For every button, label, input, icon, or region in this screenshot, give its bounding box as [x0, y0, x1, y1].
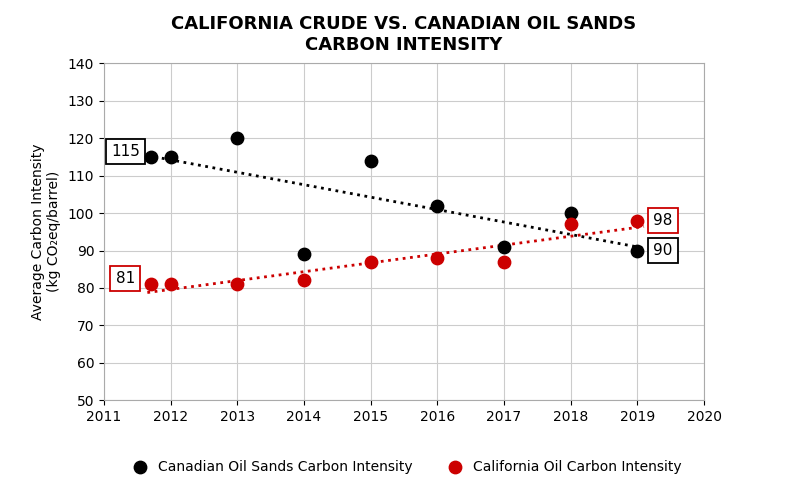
- Y-axis label: Average Carbon Intensity
(kg CO₂eq/barrel): Average Carbon Intensity (kg CO₂eq/barre…: [30, 143, 61, 320]
- Canadian Oil Sands Carbon Intensity: [364, 157, 377, 164]
- Canadian Oil Sands Carbon Intensity: [631, 246, 644, 254]
- Canadian Oil Sands Carbon Intensity: [144, 153, 157, 161]
- Canadian Oil Sands Carbon Intensity: [231, 134, 244, 142]
- California Oil Carbon Intensity: [564, 221, 577, 228]
- California Oil Carbon Intensity: [631, 217, 644, 224]
- California Oil Carbon Intensity: [231, 280, 244, 288]
- Canadian Oil Sands Carbon Intensity: [164, 153, 177, 161]
- Text: 98: 98: [653, 213, 672, 228]
- Canadian Oil Sands Carbon Intensity: [298, 250, 310, 258]
- Canadian Oil Sands Carbon Intensity: [431, 202, 444, 209]
- Canadian Oil Sands Carbon Intensity: [564, 209, 577, 217]
- Text: 90: 90: [653, 243, 672, 258]
- Title: CALIFORNIA CRUDE VS. CANADIAN OIL SANDS
CARBON INTENSITY: CALIFORNIA CRUDE VS. CANADIAN OIL SANDS …: [171, 15, 637, 54]
- California Oil Carbon Intensity: [164, 280, 177, 288]
- California Oil Carbon Intensity: [364, 258, 377, 265]
- Legend: Canadian Oil Sands Carbon Intensity, California Oil Carbon Intensity: Canadian Oil Sands Carbon Intensity, Cal…: [121, 454, 687, 479]
- Text: 81: 81: [116, 271, 135, 286]
- Canadian Oil Sands Carbon Intensity: [498, 243, 510, 251]
- California Oil Carbon Intensity: [144, 280, 157, 288]
- California Oil Carbon Intensity: [498, 258, 510, 265]
- California Oil Carbon Intensity: [298, 277, 310, 285]
- California Oil Carbon Intensity: [431, 254, 444, 262]
- Text: 115: 115: [111, 144, 140, 159]
